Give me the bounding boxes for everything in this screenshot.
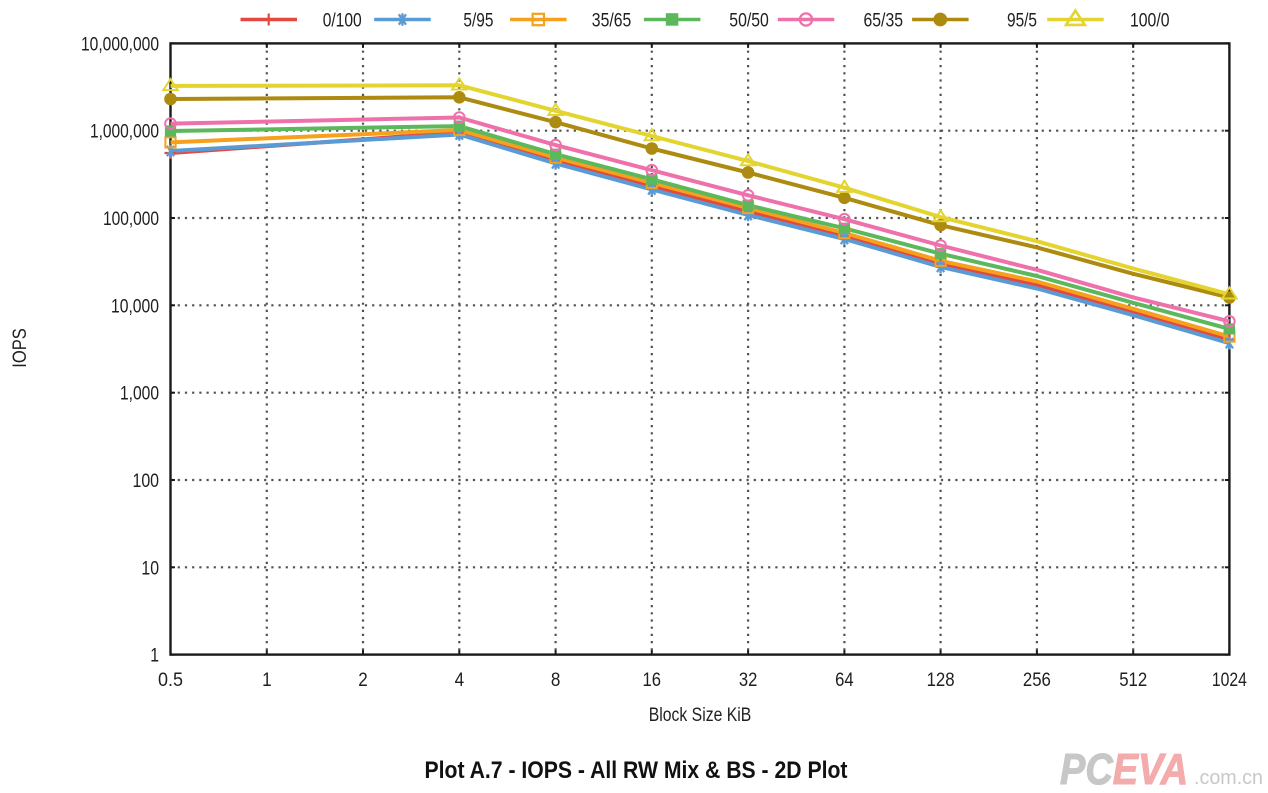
svg-text:100: 100 xyxy=(133,471,160,492)
svg-text:512: 512 xyxy=(1119,670,1147,691)
svg-text:95/5: 95/5 xyxy=(1007,11,1037,32)
svg-text:2: 2 xyxy=(358,670,368,691)
svg-text:100,000: 100,000 xyxy=(103,209,159,230)
svg-text:0.5: 0.5 xyxy=(158,670,183,691)
svg-text:10,000: 10,000 xyxy=(111,296,159,317)
svg-text:35/65: 35/65 xyxy=(592,11,632,32)
svg-text:256: 256 xyxy=(1023,670,1051,691)
svg-text:128: 128 xyxy=(927,670,955,691)
svg-text:50/50: 50/50 xyxy=(729,11,769,32)
svg-text:1024: 1024 xyxy=(1212,670,1247,691)
svg-text:IOPS: IOPS xyxy=(10,328,31,368)
svg-text:5/95: 5/95 xyxy=(463,11,493,32)
svg-text:1: 1 xyxy=(262,670,272,691)
svg-text:10: 10 xyxy=(141,558,159,579)
svg-text:PCEVA: PCEVA xyxy=(1060,745,1188,788)
svg-text:1: 1 xyxy=(150,646,159,667)
svg-text:1,000,000: 1,000,000 xyxy=(90,122,159,143)
svg-text:100/0: 100/0 xyxy=(1130,11,1170,32)
svg-text:65/35: 65/35 xyxy=(864,11,904,32)
svg-text:.com.cn: .com.cn xyxy=(1194,767,1263,788)
svg-text:Block Size KiB: Block Size KiB xyxy=(649,705,752,726)
svg-text:32: 32 xyxy=(739,670,758,691)
svg-text:0/100: 0/100 xyxy=(323,11,362,32)
svg-text:1,000: 1,000 xyxy=(120,384,159,405)
svg-text:10,000,000: 10,000,000 xyxy=(81,34,159,55)
svg-text:64: 64 xyxy=(835,670,854,691)
svg-text:Plot A.7 - IOPS - All RW Mix &: Plot A.7 - IOPS - All RW Mix & BS - 2D P… xyxy=(425,757,848,784)
svg-text:4: 4 xyxy=(455,670,465,691)
svg-text:16: 16 xyxy=(643,670,662,691)
svg-text:8: 8 xyxy=(551,670,561,691)
